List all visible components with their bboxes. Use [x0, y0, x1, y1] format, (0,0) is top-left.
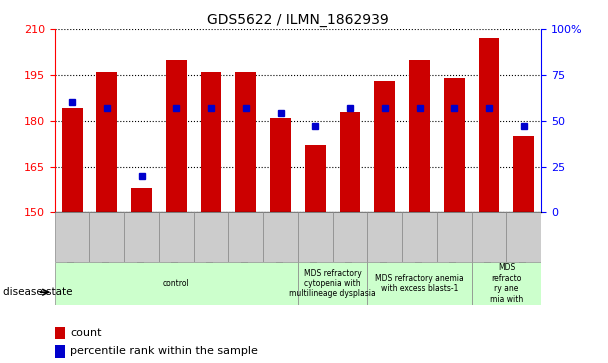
Bar — [409, 60, 430, 212]
Text: count: count — [71, 328, 102, 338]
Bar — [55, 212, 89, 262]
Bar — [131, 188, 152, 212]
Bar — [61, 109, 83, 212]
Text: MDS refractory
cytopenia with
multilineage dysplasia: MDS refractory cytopenia with multilinea… — [289, 269, 376, 298]
Bar — [333, 212, 367, 262]
Title: GDS5622 / ILMN_1862939: GDS5622 / ILMN_1862939 — [207, 13, 389, 26]
Bar — [298, 262, 367, 305]
Bar — [97, 72, 117, 212]
Bar — [124, 212, 159, 262]
Bar — [55, 327, 66, 339]
Text: MDS refractory anemia
with excess blasts-1: MDS refractory anemia with excess blasts… — [375, 274, 464, 293]
Bar — [340, 111, 361, 212]
Bar — [55, 345, 66, 358]
Bar — [444, 78, 465, 212]
Bar — [89, 212, 124, 262]
Text: percentile rank within the sample: percentile rank within the sample — [71, 346, 258, 356]
Bar — [472, 212, 506, 262]
Bar — [166, 60, 187, 212]
Bar — [270, 118, 291, 212]
Bar — [367, 262, 472, 305]
Bar — [159, 212, 194, 262]
Bar — [472, 262, 541, 305]
Bar — [55, 262, 298, 305]
Bar — [305, 145, 326, 212]
Text: MDS
refracto
ry ane
mia with: MDS refracto ry ane mia with — [490, 264, 523, 303]
Text: disease state: disease state — [3, 287, 72, 297]
Bar — [229, 212, 263, 262]
Bar — [506, 212, 541, 262]
Bar — [194, 212, 229, 262]
Bar — [437, 212, 472, 262]
Bar — [298, 212, 333, 262]
Bar — [263, 212, 298, 262]
Text: control: control — [163, 279, 190, 288]
Bar — [375, 81, 395, 212]
Bar — [513, 136, 534, 212]
Bar — [478, 38, 499, 212]
Bar — [201, 72, 221, 212]
Bar — [402, 212, 437, 262]
Bar — [367, 212, 402, 262]
Bar — [235, 72, 256, 212]
